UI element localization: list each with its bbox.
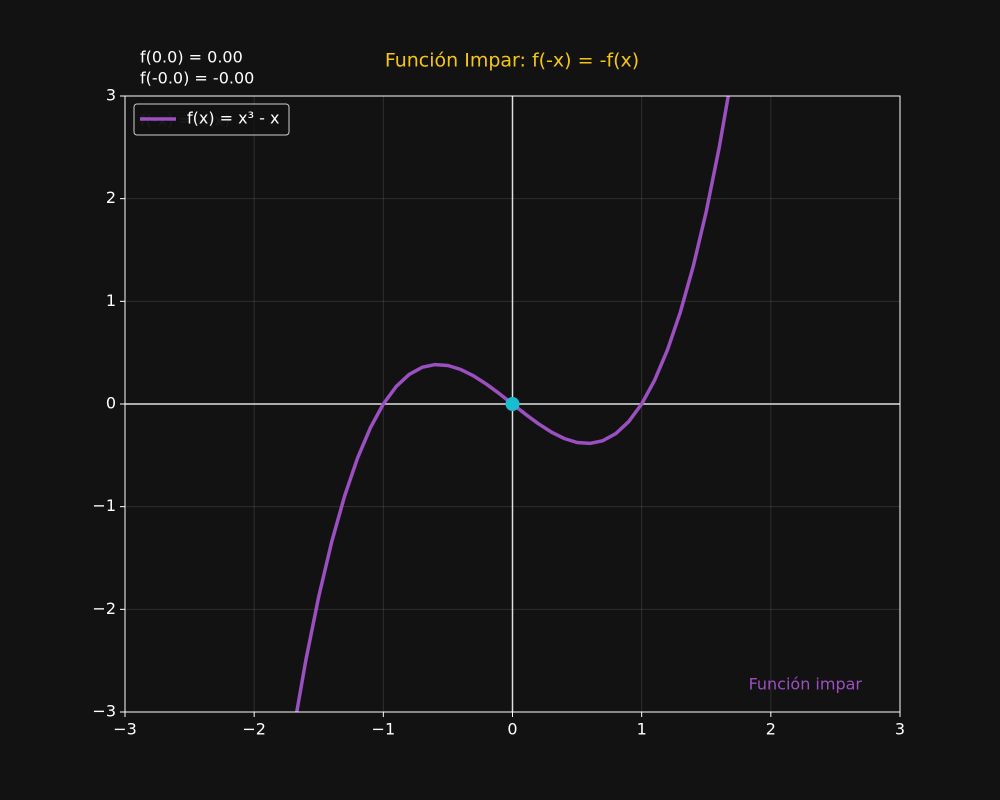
y-tick-label: 2 [106,188,116,207]
info-line: f(-0.0) = -0.00 [140,69,254,88]
y-tick-label: −1 [92,496,116,515]
x-tick-label: 3 [895,720,905,739]
info-line: f(0.0) = 0.00 [140,48,243,67]
chart-title: Función Impar: f(-x) = -f(x) [385,50,639,72]
plot-frame [124,95,901,713]
y-tick-label: 0 [106,394,116,413]
annotation: Función impar [749,675,863,694]
y-tick-label: −3 [92,702,116,721]
y-tick-label: 3 [106,86,116,105]
x-tick-label: 2 [766,720,776,739]
legend-box [133,103,290,136]
y-tick-label: −2 [92,599,116,618]
x-tick-label: −1 [372,720,396,739]
highlight-point [505,397,520,411]
x-tick-label: 0 [507,720,517,739]
legend-label: f(x) = x³ - x [187,109,279,128]
y-tick-label: 1 [106,291,116,310]
x-tick-label: 1 [637,720,647,739]
x-tick-label: −2 [242,720,266,739]
x-tick-label: −3 [113,720,137,739]
